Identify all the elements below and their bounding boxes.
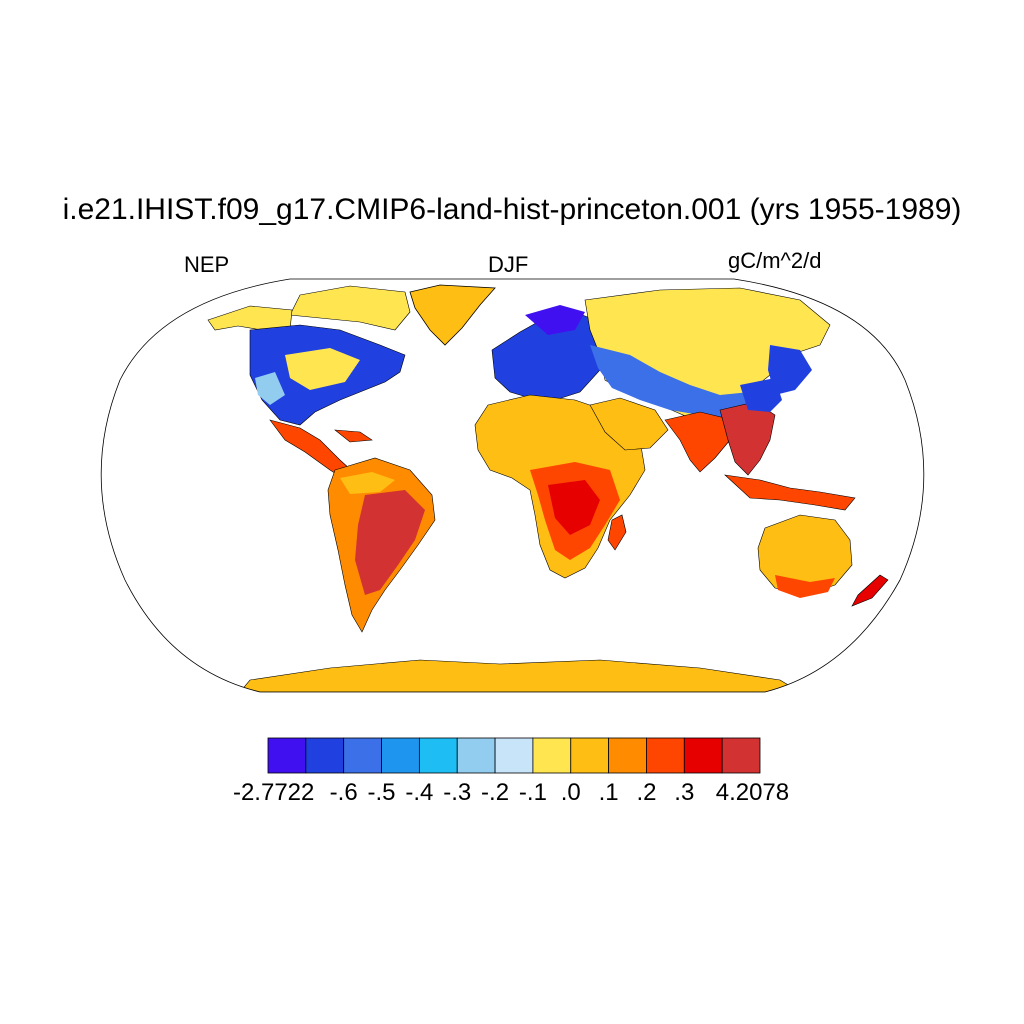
antarctica-region	[239, 659, 802, 692]
australia-region	[757, 514, 853, 596]
colorbar-tick-label: -.1	[518, 779, 547, 806]
caribbean-region	[334, 429, 373, 443]
colorbar-swatch	[683, 737, 723, 774]
colorbar-tick-label: -.3	[443, 779, 472, 806]
colorbar-swatch	[343, 737, 382, 774]
india-region	[664, 411, 731, 473]
colorbar-swatch	[418, 737, 458, 774]
south-america-north	[340, 472, 395, 494]
south-america-core	[355, 490, 425, 595]
colorbar-swatch	[721, 737, 761, 774]
colorbar-swatch	[456, 737, 496, 774]
globe-outline	[100, 278, 925, 693]
colorbar-swatch	[646, 737, 685, 774]
colorbar	[267, 737, 761, 774]
new-zealand-region	[851, 574, 889, 607]
colorbar-tick-label: .3	[674, 779, 695, 806]
colorbar-swatch	[570, 737, 610, 774]
units-label: gC/m^2/d	[728, 248, 822, 273]
colorbar-swatch	[267, 737, 307, 774]
indonesia-region	[724, 474, 856, 511]
central-asia-blue	[590, 345, 780, 422]
colorbar-swatch	[305, 737, 345, 774]
southeast-asia-region	[719, 401, 776, 476]
madagascar-region	[607, 514, 627, 551]
australia-south-red	[775, 575, 835, 598]
africa-core-darkred	[548, 480, 600, 535]
alaska-region	[207, 305, 293, 331]
colorbar-tick-label: -.2	[481, 779, 510, 806]
colorbar-swatch	[608, 737, 647, 774]
colorbar-tick-label: -.4	[405, 779, 434, 806]
greenland-region	[409, 284, 496, 346]
arabia-region	[589, 397, 669, 451]
scandinavia-region	[525, 305, 585, 335]
north-america-west	[255, 372, 285, 405]
season-label: DJF	[488, 252, 529, 277]
colorbar-swatch	[532, 737, 572, 774]
china-east-blue	[740, 378, 782, 412]
colorbar-tick-label: -2.7722	[232, 779, 315, 806]
colorbar-tick-label: -.5	[367, 779, 396, 806]
east-siberia-blue	[768, 345, 812, 395]
colorbar-tick-label: .0	[560, 779, 581, 806]
arctic-canada-region	[289, 285, 411, 331]
north-america-central	[285, 348, 360, 390]
colorbar-tick-label: -.6	[329, 779, 358, 806]
colorbar-tick-label: 4.2078	[715, 779, 790, 806]
land-fill-layer	[207, 284, 889, 692]
figure-title: i.e21.IHIST.f09_g17.CMIP6-land-hist-prin…	[62, 193, 962, 226]
colorbar-tick-label: .1	[598, 779, 619, 806]
variable-label: NEP	[184, 252, 230, 277]
colorbar-tick-label: .2	[636, 779, 657, 806]
colorbar-swatch	[381, 737, 420, 774]
colorbar-swatch	[494, 737, 534, 774]
